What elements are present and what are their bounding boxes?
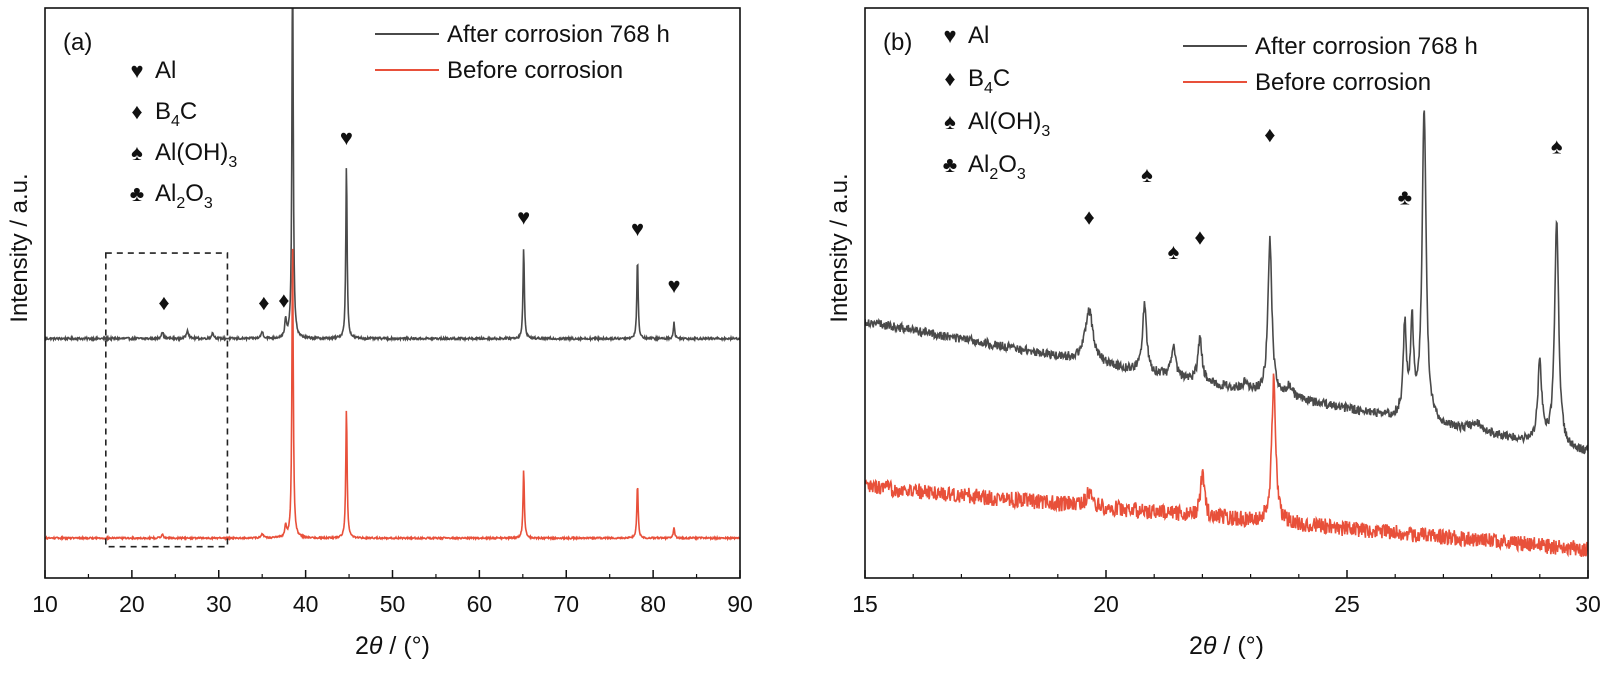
x-tick-label: 10: [32, 591, 58, 617]
peak-marker: ♦: [1194, 225, 1205, 250]
plot-frame: [864, 7, 1589, 579]
series-line-after-corrosion: [45, 8, 740, 343]
peak-marker: ♣: [1398, 185, 1412, 210]
phase-legend-label: Al2O3: [968, 151, 1026, 183]
peak-marker: ♠: [1551, 133, 1563, 158]
phase-legend-label: Al(OH)3: [155, 139, 237, 171]
x-tick-label: 20: [1093, 591, 1119, 617]
phase-legend-label: B4C: [968, 65, 1010, 97]
panel-label: (a): [63, 29, 92, 56]
x-tick-label: 30: [1575, 591, 1600, 617]
series-line-after-corrosion: [865, 110, 1588, 455]
series-line-before-corrosion: [45, 248, 740, 542]
peak-marker: ♦: [1084, 205, 1095, 230]
y-axis-label: Intensity / a.u.: [6, 173, 33, 322]
x-tick-label: 20: [119, 591, 145, 617]
zoom-region-box: [105, 252, 229, 548]
phase-legend-label: B4C: [155, 98, 197, 130]
panel-label: (b): [883, 29, 912, 56]
peak-marker: ♥: [667, 273, 680, 298]
x-tick-label: 40: [293, 591, 319, 617]
x-tick-label: 80: [640, 591, 666, 617]
phase-legend-marker: ♦: [944, 66, 955, 91]
phase-legend-label: Al2O3: [155, 180, 213, 212]
panel-b: 15 20 25 30 2θ / (°) Intensity / a.u. (b) ♥ Al ♦ B…: [826, 7, 1600, 660]
legend-label: Before corrosion: [1255, 69, 1431, 96]
x-tick-label: 25: [1334, 591, 1360, 617]
peak-marker: ♦: [278, 287, 289, 312]
x-tick-label: 15: [852, 591, 878, 617]
x-tick-label: 70: [553, 591, 579, 617]
phase-legend-marker: ♥: [943, 23, 956, 48]
series-line-before-corrosion: [865, 373, 1588, 558]
plot-frame: [44, 7, 741, 579]
phase-legend-marker: ♣: [130, 181, 144, 206]
phase-legend-label: Al: [968, 22, 989, 49]
legend-label: Before corrosion: [447, 57, 623, 84]
x-axis-label: 2θ / (°): [1189, 632, 1264, 660]
peak-marker: ♦: [1264, 122, 1275, 147]
phase-legend-label: Al: [155, 57, 176, 84]
peak-marker: ♦: [258, 290, 269, 315]
peak-marker: ♥: [517, 205, 530, 230]
x-tick-label: 90: [727, 591, 753, 617]
phase-legend-marker: ♥: [130, 58, 143, 83]
phase-legend-marker: ♠: [944, 109, 956, 134]
phase-legend-marker: ♣: [943, 152, 957, 177]
peak-marker: ♥: [340, 125, 353, 150]
peak-marker: ♦: [158, 290, 169, 315]
peak-marker: ♥: [631, 216, 644, 241]
phase-legend-label: Al(OH)3: [968, 108, 1050, 140]
legend-label: After corrosion 768 h: [1255, 33, 1478, 60]
x-tick-label: 60: [467, 591, 493, 617]
panel-a: 10 20 30 40 50 60 70 80 90 2θ / (°) Intensity / a.…: [6, 7, 753, 660]
y-axis-label: Intensity / a.u.: [826, 173, 853, 322]
peak-marker: ♠: [1141, 162, 1153, 187]
x-axis-label: 2θ / (°): [355, 632, 430, 660]
peak-marker: ♠: [1168, 239, 1180, 264]
legend-label: After corrosion 768 h: [447, 21, 670, 48]
phase-legend-marker: ♦: [131, 99, 142, 124]
phase-legend-marker: ♠: [131, 140, 143, 165]
x-tick-label: 30: [206, 591, 232, 617]
x-tick-label: 50: [380, 591, 406, 617]
